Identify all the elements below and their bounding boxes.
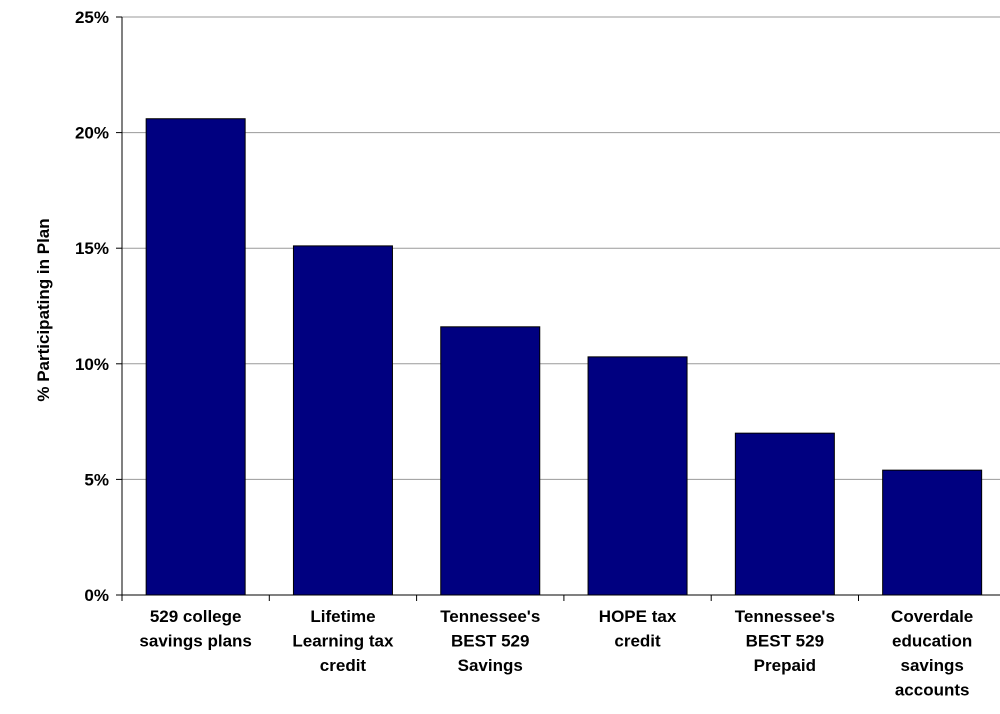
x-tick-label-line: HOPE tax (599, 607, 677, 626)
x-tick-label-line: savings plans (139, 632, 251, 651)
axes (116, 16, 1000, 601)
x-tick-label: Lifetime Learning tax credit (292, 607, 394, 675)
y-tick-label: 15% (75, 239, 109, 258)
bar (440, 326, 541, 596)
x-tick-label-line: Tennessee's (440, 607, 540, 626)
x-tick-label-line: Learning tax (292, 632, 394, 651)
x-tick-label-line: savings (900, 656, 963, 675)
x-tick-label-line: Prepaid (754, 656, 816, 675)
y-tick-label: 20% (75, 124, 109, 143)
x-tick-label: Tennessee's BEST 529 Savings (440, 607, 540, 675)
x-tick-label: 529 college savings plans (139, 607, 251, 651)
y-tick-label: 10% (75, 355, 109, 374)
x-tick-label-line: accounts (895, 681, 970, 700)
x-tick-label: Tennessee's BEST 529 Prepaid (735, 607, 835, 675)
bar (882, 469, 983, 596)
x-tick-label-line: Tennessee's (735, 607, 835, 626)
x-tick-label: HOPE tax credit (599, 607, 677, 651)
x-tick-label-line: Savings (458, 656, 523, 675)
bar (292, 245, 393, 596)
x-tick-label: Coverdale education savings accounts (891, 607, 973, 700)
y-axis-title: % Participating in Plan (34, 218, 53, 401)
x-tick-label-line: education (892, 632, 972, 651)
bar (587, 356, 688, 596)
x-tick-label-line: Coverdale (891, 607, 973, 626)
x-tick-label-line: Lifetime (310, 607, 375, 626)
y-tick-label: 5% (84, 470, 109, 489)
y-tick-labels: 0% 5% 10% 15% 20% 25% (75, 8, 109, 605)
x-tick-label-line: credit (614, 632, 661, 651)
x-tick-label-line: BEST 529 (746, 632, 824, 651)
x-tick-label-line: BEST 529 (451, 632, 529, 651)
x-tick-label-line: credit (320, 656, 367, 675)
bars (145, 118, 983, 596)
y-tick-label: 25% (75, 8, 109, 27)
bar (734, 432, 835, 596)
x-category-labels: 529 college savings plans Lifetime Learning… (139, 607, 973, 700)
bar (145, 118, 246, 596)
gridlines (122, 16, 1000, 480)
x-tick-label-line: 529 college (150, 607, 242, 626)
y-tick-label: 0% (84, 586, 109, 605)
